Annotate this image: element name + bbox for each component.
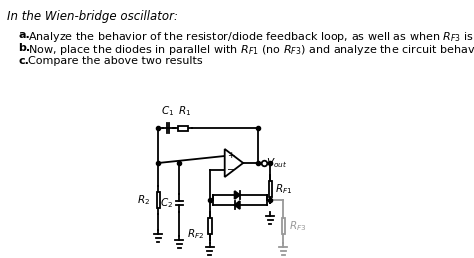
Polygon shape (235, 201, 240, 209)
Polygon shape (235, 191, 240, 199)
Bar (178, 126, 189, 131)
Text: $R_{F2}$: $R_{F2}$ (187, 227, 204, 241)
Bar (282, 218, 285, 234)
Text: Now, place the diodes in parallel with $R_{F1}$ (no $R_{F3}$) and analyze the ci: Now, place the diodes in parallel with $… (27, 43, 474, 57)
Polygon shape (225, 149, 243, 177)
Text: $C_2$: $C_2$ (160, 196, 173, 210)
Text: c.: c. (18, 56, 29, 66)
Text: Analyze the behavior of the resistor/diode feedback loop, as well as when $R_{F3: Analyze the behavior of the resistor/dio… (27, 30, 474, 44)
Text: $R_{F3}$: $R_{F3}$ (289, 219, 306, 233)
Text: b.: b. (18, 43, 31, 53)
Bar (208, 218, 211, 234)
Text: $R_1$: $R_1$ (178, 104, 191, 118)
Text: In the Wien-bridge oscillator:: In the Wien-bridge oscillator: (7, 10, 178, 23)
Text: $V_{out}$: $V_{out}$ (266, 156, 287, 170)
Bar (157, 192, 160, 208)
Bar (269, 181, 272, 197)
Text: a.: a. (18, 30, 30, 40)
Text: $R_{F1}$: $R_{F1}$ (275, 182, 293, 196)
Text: Compare the above two results: Compare the above two results (27, 56, 202, 66)
Text: −: − (228, 165, 236, 175)
Text: +: + (228, 151, 235, 160)
Text: $C_1$: $C_1$ (162, 104, 174, 118)
Text: $R_2$: $R_2$ (137, 193, 150, 207)
